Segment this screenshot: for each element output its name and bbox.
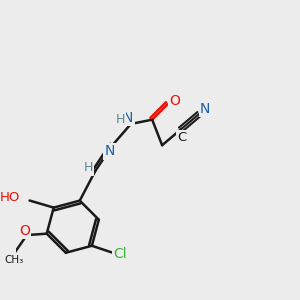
Text: N: N bbox=[104, 145, 115, 158]
Text: C: C bbox=[177, 131, 187, 144]
Text: N: N bbox=[200, 102, 211, 116]
Text: CH₃: CH₃ bbox=[4, 255, 24, 265]
Text: N: N bbox=[123, 111, 133, 125]
Text: O: O bbox=[169, 94, 180, 108]
Text: H: H bbox=[116, 113, 125, 126]
Text: H: H bbox=[84, 161, 93, 175]
Text: Cl: Cl bbox=[113, 247, 127, 261]
Text: O: O bbox=[19, 224, 30, 238]
Text: HO: HO bbox=[0, 191, 20, 204]
